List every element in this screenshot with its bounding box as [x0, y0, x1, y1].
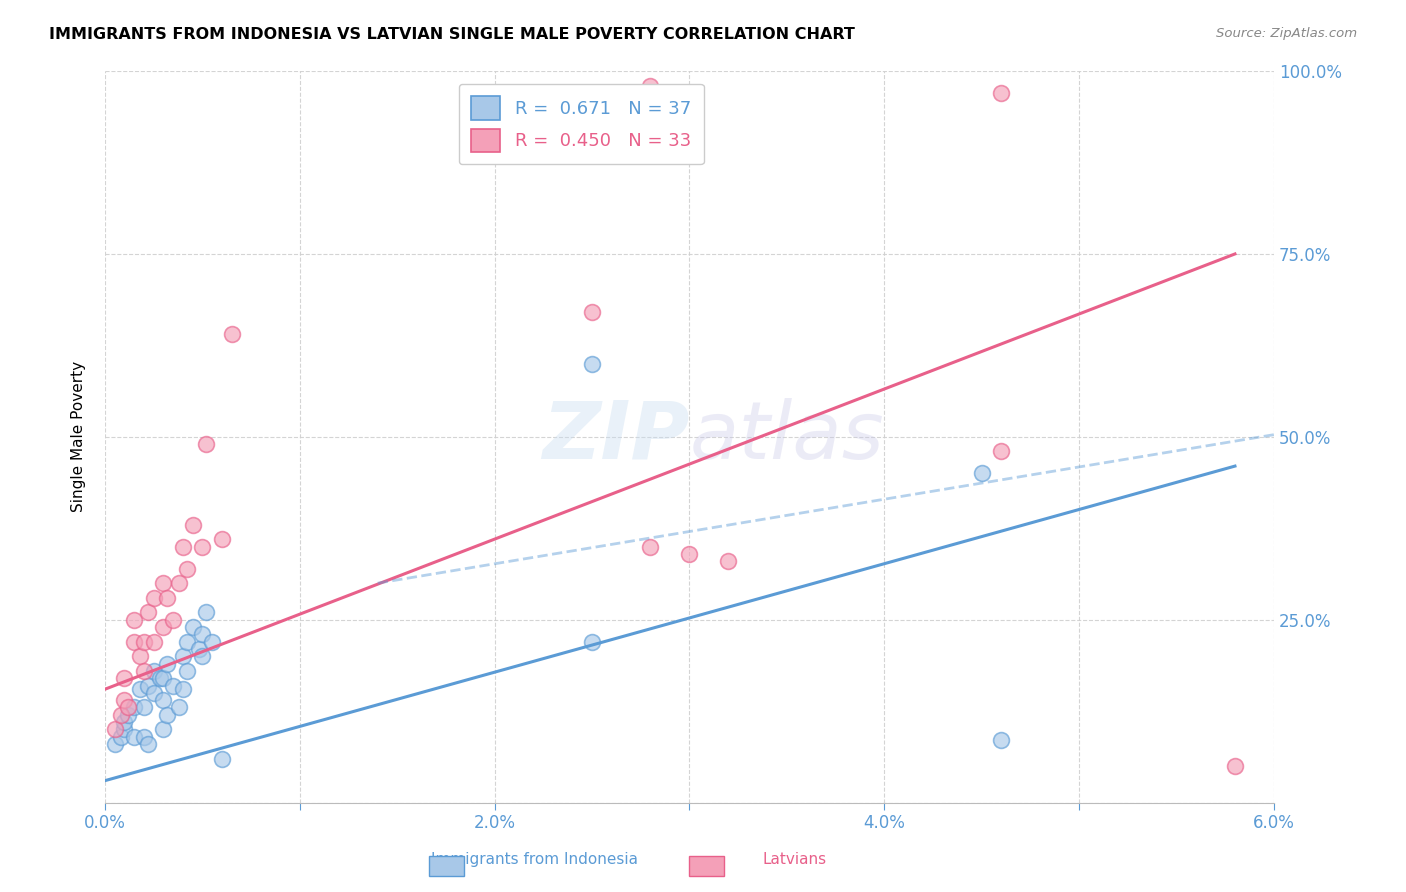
- Point: [152, 723, 174, 737]
- Point: [1223, 759, 1246, 773]
- Point: [678, 547, 700, 561]
- Point: [172, 682, 194, 697]
- Point: [152, 671, 174, 685]
- Point: [195, 437, 218, 451]
- Point: [167, 576, 190, 591]
- Point: [104, 737, 127, 751]
- Point: [122, 634, 145, 648]
- Point: [152, 693, 174, 707]
- Point: [122, 730, 145, 744]
- Point: [581, 305, 603, 319]
- Point: [132, 730, 155, 744]
- Legend: R =  0.671   N = 37, R =  0.450   N = 33: R = 0.671 N = 37, R = 0.450 N = 33: [458, 84, 704, 164]
- Point: [129, 682, 152, 697]
- Point: [104, 723, 127, 737]
- Point: [167, 700, 190, 714]
- Text: IMMIGRANTS FROM INDONESIA VS LATVIAN SINGLE MALE POVERTY CORRELATION CHART: IMMIGRANTS FROM INDONESIA VS LATVIAN SIN…: [49, 27, 855, 42]
- Point: [211, 533, 233, 547]
- Point: [187, 642, 209, 657]
- Point: [114, 715, 136, 730]
- Point: [640, 78, 662, 93]
- Point: [114, 671, 136, 685]
- Point: [717, 554, 740, 568]
- Point: [114, 693, 136, 707]
- Point: [970, 467, 993, 481]
- Point: [176, 664, 198, 678]
- Point: [172, 540, 194, 554]
- Point: [122, 613, 145, 627]
- Point: [191, 649, 214, 664]
- Point: [156, 591, 179, 605]
- Point: [132, 634, 155, 648]
- Point: [191, 627, 214, 641]
- Point: [211, 752, 233, 766]
- Point: [117, 700, 139, 714]
- Point: [162, 613, 184, 627]
- Point: [142, 686, 165, 700]
- Point: [221, 327, 243, 342]
- Text: ZIP: ZIP: [543, 398, 689, 475]
- Point: [195, 606, 218, 620]
- Point: [990, 733, 1012, 747]
- Point: [990, 444, 1012, 458]
- Point: [201, 634, 224, 648]
- Point: [110, 707, 132, 722]
- Point: [114, 723, 136, 737]
- Point: [172, 649, 194, 664]
- Point: [132, 700, 155, 714]
- Point: [152, 576, 174, 591]
- Point: [148, 671, 170, 685]
- Point: [117, 707, 139, 722]
- Point: [156, 657, 179, 671]
- Point: [176, 634, 198, 648]
- Point: [191, 540, 214, 554]
- Point: [162, 679, 184, 693]
- Point: [181, 620, 204, 634]
- Point: [176, 561, 198, 575]
- Point: [110, 730, 132, 744]
- Point: [136, 737, 159, 751]
- Point: [152, 620, 174, 634]
- Point: [640, 540, 662, 554]
- Y-axis label: Single Male Poverty: Single Male Poverty: [72, 361, 86, 512]
- Point: [156, 707, 179, 722]
- Point: [581, 634, 603, 648]
- Text: Source: ZipAtlas.com: Source: ZipAtlas.com: [1216, 27, 1357, 40]
- Point: [990, 86, 1012, 100]
- Point: [136, 679, 159, 693]
- Point: [136, 606, 159, 620]
- Point: [181, 517, 204, 532]
- Text: Immigrants from Indonesia: Immigrants from Indonesia: [430, 852, 638, 867]
- Text: Latvians: Latvians: [762, 852, 827, 867]
- Point: [142, 634, 165, 648]
- Point: [142, 591, 165, 605]
- Point: [129, 649, 152, 664]
- Text: atlas: atlas: [689, 398, 884, 475]
- Point: [142, 664, 165, 678]
- Point: [581, 357, 603, 371]
- Point: [122, 700, 145, 714]
- Point: [132, 664, 155, 678]
